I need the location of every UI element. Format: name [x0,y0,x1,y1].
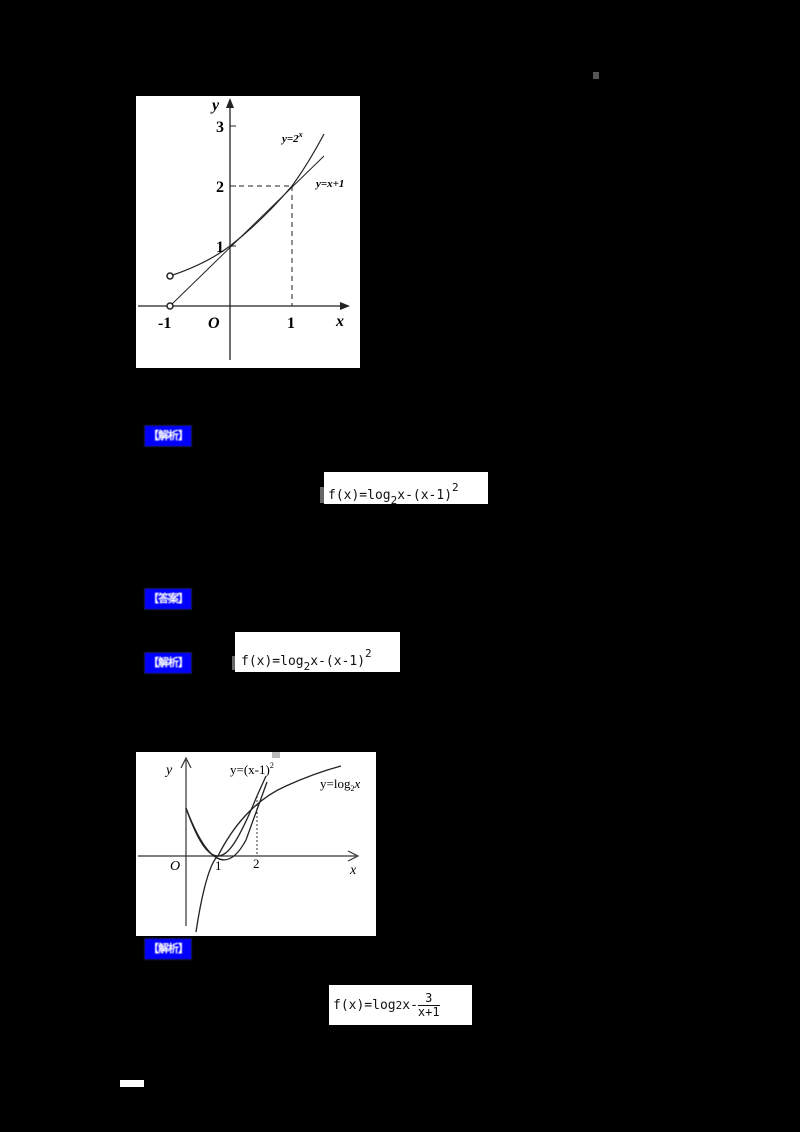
y-axis-label: y [210,97,220,114]
y-tick-2: 2 [216,179,224,196]
y-tick-3: 3 [216,119,224,136]
figure-log-vs-quadratic: y x O 1 2 y=(x-1)2 y=log2x [136,752,376,936]
formula-1: f(x)=log2x-(x-1)2 [324,472,488,507]
x-tick-1: 1 [287,315,295,332]
figure-exponential-vs-linear: y x O 1 2 3 -1 1 y=2x y=x+1 [136,96,360,368]
curve-label-linear: y=x+1 [314,178,344,190]
scan-artifact [593,72,599,79]
analysis-tag: 【解析】 [144,425,192,447]
curve-label-exp: y=2x [280,130,303,145]
formula-3: f(x)=log 2 x- 3 x+1 [329,985,472,1025]
scan-artifact [232,656,237,670]
curve-label-log: y=log2x [320,776,360,793]
analysis-tag: 【解析】 [144,652,192,674]
x-tick-2: 2 [253,856,260,871]
x-axis-label: x [335,313,344,330]
curve-label-quadratic: y=(x-1)2 [230,761,274,777]
scan-artifact [320,487,324,503]
x-tick-1: 1 [215,858,222,873]
x-axis-label: x [349,863,357,878]
formula-2: f(x)=log2x-(x-1)2 [235,632,400,673]
analysis-tag: 【解析】 [144,938,192,960]
y-tick-1: 1 [216,239,224,256]
origin-label: O [208,315,220,332]
graph-2: y x O 1 2 y=(x-1)2 y=log2x [138,752,360,933]
footer-mark [120,1080,144,1087]
origin-label: O [170,859,180,874]
x-tick-neg1: -1 [158,315,171,332]
y-axis-label: y [164,763,173,778]
answer-tag: 【答案】 [144,588,192,610]
fraction: 3 x+1 [417,990,440,1019]
graph-1: y x O 1 2 3 -1 1 y=2x y=x+1 [138,97,350,360]
